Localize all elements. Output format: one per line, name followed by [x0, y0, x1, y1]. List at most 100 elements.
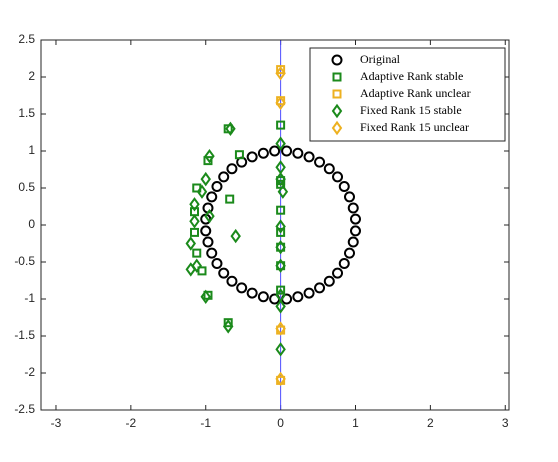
y-tick-label: 0.5 [18, 180, 35, 194]
marker-circle [338, 181, 350, 193]
marker-circle [338, 257, 350, 269]
marker-square [234, 150, 244, 160]
marker-diamond [204, 148, 215, 164]
marker-diamond [191, 258, 202, 273]
marker-diamond [275, 219, 286, 234]
marker-square [276, 227, 286, 237]
y-tick-label: -1.5 [14, 328, 35, 342]
marker-circle [349, 225, 361, 237]
x-tick-label: -1 [200, 416, 211, 430]
marker-circle [226, 275, 238, 287]
y-tick-label: -2.5 [14, 402, 35, 416]
x-tick-label: 1 [352, 416, 359, 430]
marker-circle [218, 171, 230, 183]
marker-diamond [275, 299, 286, 314]
y-tick-label: 1.5 [18, 106, 35, 120]
marker-diamond [222, 319, 234, 334]
y-tick-label: 0 [28, 217, 35, 231]
marker-diamond [200, 171, 211, 187]
y-tick-label: 2 [28, 69, 35, 83]
marker-circle [246, 151, 258, 163]
marker-circle [206, 191, 218, 203]
marker-diamond [275, 171, 286, 187]
marker-circle [200, 225, 212, 237]
marker-circle [281, 145, 293, 157]
marker-circle [323, 275, 335, 287]
marker-diamond [196, 184, 208, 199]
marker-diamond [275, 66, 286, 81]
legend-label: Adaptive Rank stable [360, 69, 463, 83]
marker-circle [344, 247, 356, 259]
marker-diamond [189, 197, 200, 212]
y-tick-label: -0.5 [14, 254, 35, 268]
marker-circle [323, 163, 335, 175]
marker-circle [257, 291, 269, 303]
marker-circle [314, 282, 326, 294]
marker-circle [303, 151, 315, 163]
marker-circle [347, 202, 359, 214]
marker-square [332, 72, 342, 82]
marker-diamond [185, 236, 196, 251]
marker-square [276, 120, 286, 130]
x-tick-label: 3 [502, 416, 509, 430]
marker-diamond [275, 258, 286, 273]
marker-circle [314, 156, 326, 168]
marker-square [276, 205, 286, 215]
marker-square [225, 194, 235, 204]
marker-circle [211, 181, 223, 193]
y-tick-label: -2 [24, 365, 35, 379]
marker-circle [347, 236, 359, 248]
marker-square [276, 285, 286, 295]
marker-diamond [275, 342, 286, 357]
legend-box [309, 47, 506, 142]
marker-square [190, 227, 200, 237]
marker-square [332, 89, 342, 99]
axes-box [40, 39, 510, 411]
legend-label: Original [360, 52, 401, 66]
marker-diamond [275, 321, 286, 336]
y-tick-label: -1 [24, 291, 35, 305]
marker-diamond [185, 262, 196, 277]
x-tick-label: 0 [277, 416, 284, 430]
marker-circle [211, 257, 223, 269]
y-tick-label: 2.5 [18, 32, 35, 46]
x-tick-label: -3 [51, 416, 62, 430]
marker-circle [344, 191, 356, 203]
marker-square [197, 266, 207, 276]
marker-circle [202, 236, 214, 248]
legend: Original Adaptive Rank stable Adaptive Ran… [309, 47, 506, 142]
marker-circle [332, 267, 344, 279]
marker-circle [236, 282, 248, 294]
marker-circle [246, 287, 258, 299]
marker-diamond [331, 120, 343, 136]
marker-circle [349, 213, 361, 225]
marker-diamond [225, 121, 236, 137]
marker-diamond [275, 95, 286, 111]
marker-diamond [230, 228, 241, 244]
marker-circle [218, 267, 230, 279]
marker-circle [332, 171, 344, 183]
marker-circle [292, 147, 304, 159]
marker-circle [331, 54, 343, 66]
marker-diamond [189, 214, 200, 229]
marker-circle [206, 247, 218, 259]
marker-circle [292, 291, 304, 303]
marker-circle [303, 287, 315, 299]
marker-diamond [275, 136, 286, 151]
marker-diamond [331, 103, 343, 119]
marker-diamond [275, 371, 286, 387]
marker-diamond [277, 184, 289, 199]
y-tick-label: 1 [28, 143, 35, 157]
marker-circle [257, 147, 269, 159]
legend-label: Fixed Rank 15 stable [360, 103, 462, 117]
x-tick-label: -2 [126, 416, 137, 430]
x-tick-label: 2 [427, 416, 434, 430]
marker-diamond [200, 289, 211, 304]
marker-diamond [204, 208, 215, 224]
marker-diamond [275, 239, 286, 255]
marker-square [192, 248, 202, 258]
marker-circle [269, 145, 281, 157]
marker-circle [226, 163, 238, 175]
legend-label: Fixed Rank 15 unclear [360, 120, 469, 134]
